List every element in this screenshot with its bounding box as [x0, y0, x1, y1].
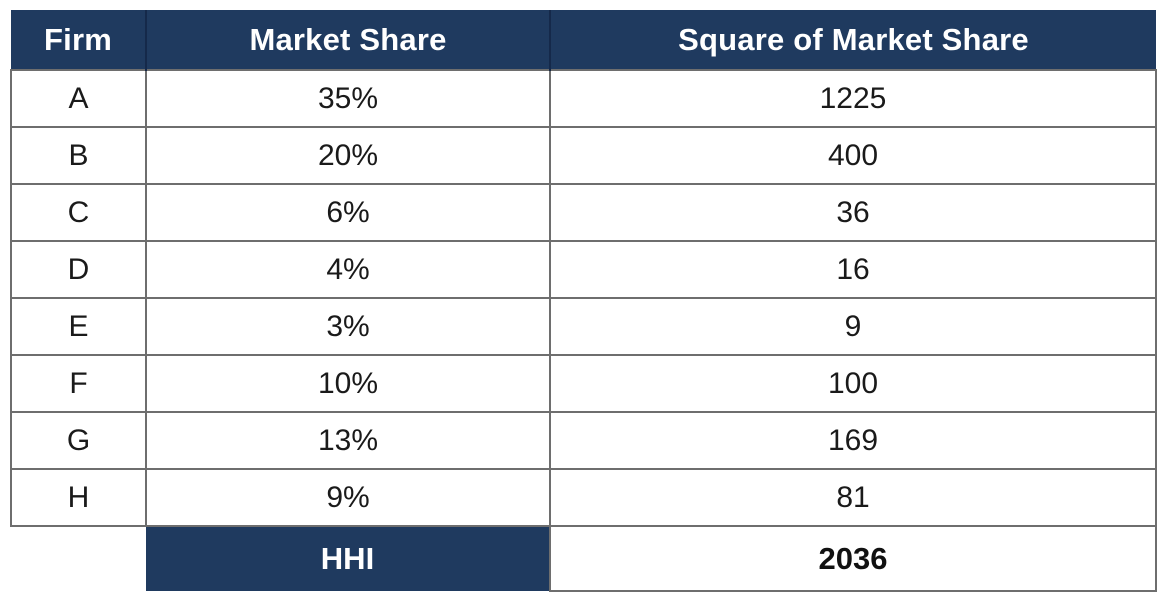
table-row: F 10% 100 [10, 354, 1157, 413]
column-header-square-of-market-share: Square of Market Share [549, 10, 1156, 70]
market-share-cell: 35% [145, 69, 551, 128]
hhi-label-cell: HHI [146, 525, 550, 591]
firm-cell: E [10, 297, 147, 356]
firm-cell: H [10, 468, 147, 527]
table-row: A 35% 1225 [10, 69, 1157, 128]
firm-cell: C [10, 183, 147, 242]
square-cell: 16 [549, 240, 1157, 299]
footer-row: HHI 2036 [11, 525, 1157, 592]
square-cell: 36 [549, 183, 1157, 242]
square-cell: 81 [549, 468, 1157, 527]
hhi-value-cell: 2036 [549, 525, 1157, 592]
square-cell: 100 [549, 354, 1157, 413]
square-cell: 169 [549, 411, 1157, 470]
footer-empty-cell [11, 526, 146, 591]
market-share-cell: 9% [145, 468, 551, 527]
market-share-cell: 4% [145, 240, 551, 299]
square-cell: 9 [549, 297, 1157, 356]
firm-cell: B [10, 126, 147, 185]
table-row: B 20% 400 [10, 126, 1157, 185]
market-share-cell: 6% [145, 183, 551, 242]
table-row: E 3% 9 [10, 297, 1157, 356]
square-cell: 1225 [549, 69, 1157, 128]
hhi-table: Firm Market Share Square of Market Share… [10, 10, 1157, 592]
column-header-market-share: Market Share [145, 10, 550, 70]
firm-cell: D [10, 240, 147, 299]
market-share-cell: 10% [145, 354, 551, 413]
column-header-firm: Firm [11, 10, 146, 70]
market-share-cell: 13% [145, 411, 551, 470]
market-share-cell: 20% [145, 126, 551, 185]
firm-cell: G [10, 411, 147, 470]
table-row: H 9% 81 [10, 468, 1157, 527]
table-row: G 13% 169 [10, 411, 1157, 470]
firm-cell: A [10, 69, 147, 128]
firm-cell: F [10, 354, 147, 413]
table-row: C 6% 36 [10, 183, 1157, 242]
market-share-cell: 3% [145, 297, 551, 356]
table-row: D 4% 16 [10, 240, 1157, 299]
square-cell: 400 [549, 126, 1157, 185]
header-row: Firm Market Share Square of Market Share [11, 10, 1156, 70]
